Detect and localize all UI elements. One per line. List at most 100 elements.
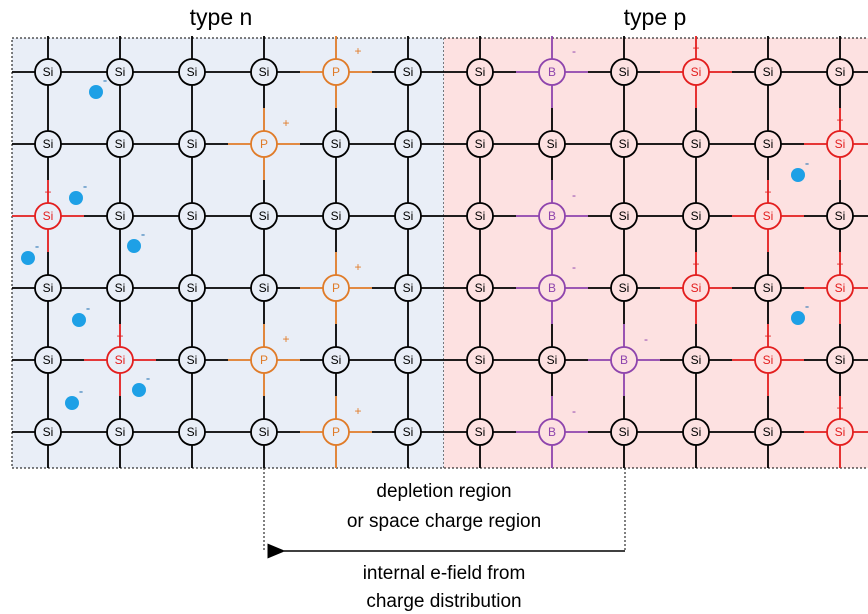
atom-label: Si (619, 209, 630, 223)
atom-label: Si (187, 425, 198, 439)
atom-label: Si (619, 425, 630, 439)
atom-label: Si (403, 65, 414, 79)
atom-label: P (260, 137, 268, 151)
charge: - (572, 44, 576, 58)
charge: + (44, 185, 51, 199)
atom-label: Si (187, 137, 198, 151)
atom-label: Si (43, 137, 54, 151)
atom-label: Si (475, 425, 486, 439)
atom-label: Si (835, 281, 846, 295)
depletion-label: depletion region (376, 481, 511, 502)
atom-label: P (332, 425, 340, 439)
field-label: internal e-field from (363, 563, 526, 584)
atom-label: Si (115, 137, 126, 151)
charge: + (836, 401, 843, 415)
depletion-label: or space charge region (347, 511, 541, 532)
electron (127, 239, 141, 253)
atom-label: Si (547, 137, 558, 151)
n-title: type n (190, 4, 253, 30)
atom-label: Si (691, 353, 702, 367)
electron (21, 251, 35, 265)
charge: + (354, 404, 361, 418)
charge: + (692, 41, 699, 55)
electron (69, 191, 83, 205)
atom-label: Si (691, 137, 702, 151)
atom-label: Si (691, 209, 702, 223)
atom-label: Si (43, 353, 54, 367)
diagram: type n type p SiSiSiSiP+SiSiB-SiSi+SiSiS… (0, 0, 868, 614)
atom-label: Si (763, 353, 774, 367)
charge: + (764, 329, 771, 343)
charge: - (644, 332, 648, 346)
atom-label: Si (835, 137, 846, 151)
atom-label: Si (835, 65, 846, 79)
atom-label: Si (475, 137, 486, 151)
atom-label: Si (835, 209, 846, 223)
atom-label: Si (619, 65, 630, 79)
atom-label: Si (43, 209, 54, 223)
atom-label: Si (403, 137, 414, 151)
atom-label: Si (403, 353, 414, 367)
atom-label: Si (331, 209, 342, 223)
electron (72, 313, 86, 327)
atom-label: Si (475, 281, 486, 295)
charge: + (836, 257, 843, 271)
atom-label: Si (763, 137, 774, 151)
atom-label: Si (43, 425, 54, 439)
atom-label: Si (403, 281, 414, 295)
atom-label: Si (619, 137, 630, 151)
atom-label: Si (763, 65, 774, 79)
field-label: charge distribution (366, 591, 521, 612)
atom-label: Si (475, 209, 486, 223)
atom-label: Si (691, 65, 702, 79)
charge: + (282, 332, 289, 346)
atom-label: Si (835, 353, 846, 367)
electron (791, 311, 805, 325)
atom-label: Si (115, 65, 126, 79)
atom-label: B (548, 65, 556, 79)
electron-charge: - (805, 155, 809, 170)
atom-label: P (332, 281, 340, 295)
charge: + (836, 113, 843, 127)
charge: - (572, 260, 576, 274)
atom-label: Si (115, 281, 126, 295)
atom-label: Si (259, 425, 270, 439)
atom-label: Si (331, 137, 342, 151)
charge: + (282, 116, 289, 130)
atom-label: Si (763, 425, 774, 439)
atom-label: Si (403, 209, 414, 223)
atom-label: Si (403, 425, 414, 439)
atom-label: Si (43, 281, 54, 295)
atom-label: Si (115, 425, 126, 439)
atom-label: Si (115, 353, 126, 367)
p-region (444, 38, 868, 468)
electron (89, 85, 103, 99)
electron (132, 383, 146, 397)
atom-label: Si (43, 65, 54, 79)
electron-charge: - (86, 300, 90, 315)
atom-label: Si (331, 353, 342, 367)
atom-label: Si (187, 353, 198, 367)
charge: + (354, 44, 361, 58)
atom-label: Si (259, 65, 270, 79)
atom-label: Si (187, 281, 198, 295)
atom-label: B (548, 425, 556, 439)
charge: + (354, 260, 361, 274)
atom-label: Si (547, 353, 558, 367)
charge: + (116, 329, 123, 343)
electron-charge: - (805, 298, 809, 313)
charge: + (692, 257, 699, 271)
electron-charge: - (103, 72, 107, 87)
atom-label: Si (619, 281, 630, 295)
atom-label: Si (763, 209, 774, 223)
atom-label: Si (691, 281, 702, 295)
electron-charge: - (83, 178, 87, 193)
atom-label: Si (187, 209, 198, 223)
atom-label: B (548, 209, 556, 223)
electron-charge: - (35, 238, 39, 253)
electron-charge: - (79, 383, 83, 398)
atom-label: Si (259, 281, 270, 295)
charge: - (572, 188, 576, 202)
atom-label: Si (187, 65, 198, 79)
charge: - (572, 404, 576, 418)
